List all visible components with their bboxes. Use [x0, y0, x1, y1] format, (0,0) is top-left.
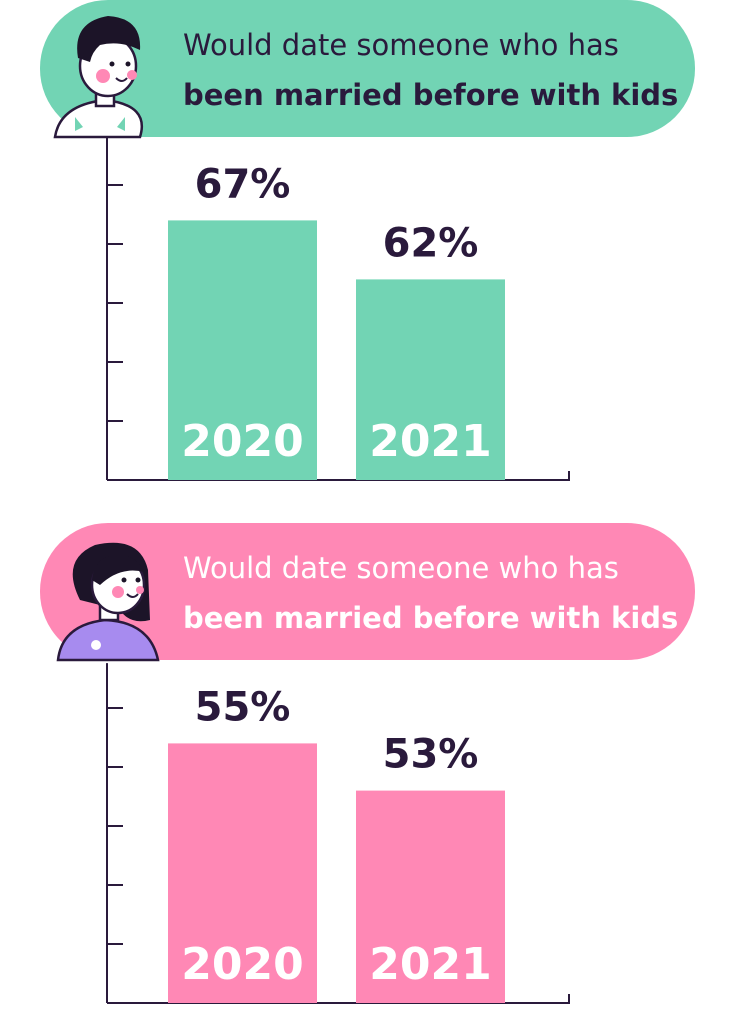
value-label: 67%	[195, 161, 291, 207]
value-label: 62%	[383, 220, 479, 266]
bar	[168, 743, 317, 1003]
category-label: 2021	[369, 416, 491, 467]
avatar-1	[53, 16, 143, 139]
bar	[356, 279, 505, 480]
title-banner	[40, 0, 695, 137]
title-banner	[40, 523, 695, 660]
chart-title: Would date someone who has	[183, 28, 619, 62]
bar	[168, 220, 317, 480]
bar	[356, 790, 505, 1003]
avatar-2	[56, 542, 160, 662]
chart-title: been married before with kids	[183, 78, 678, 112]
chart-title: been married before with kids	[183, 601, 678, 635]
category-label: 2021	[369, 939, 491, 990]
chart-title: Would date someone who has	[183, 551, 619, 585]
category-label: 2020	[181, 416, 303, 467]
value-label: 53%	[383, 732, 479, 778]
category-label: 2020	[181, 939, 303, 990]
value-label: 55%	[195, 684, 291, 730]
